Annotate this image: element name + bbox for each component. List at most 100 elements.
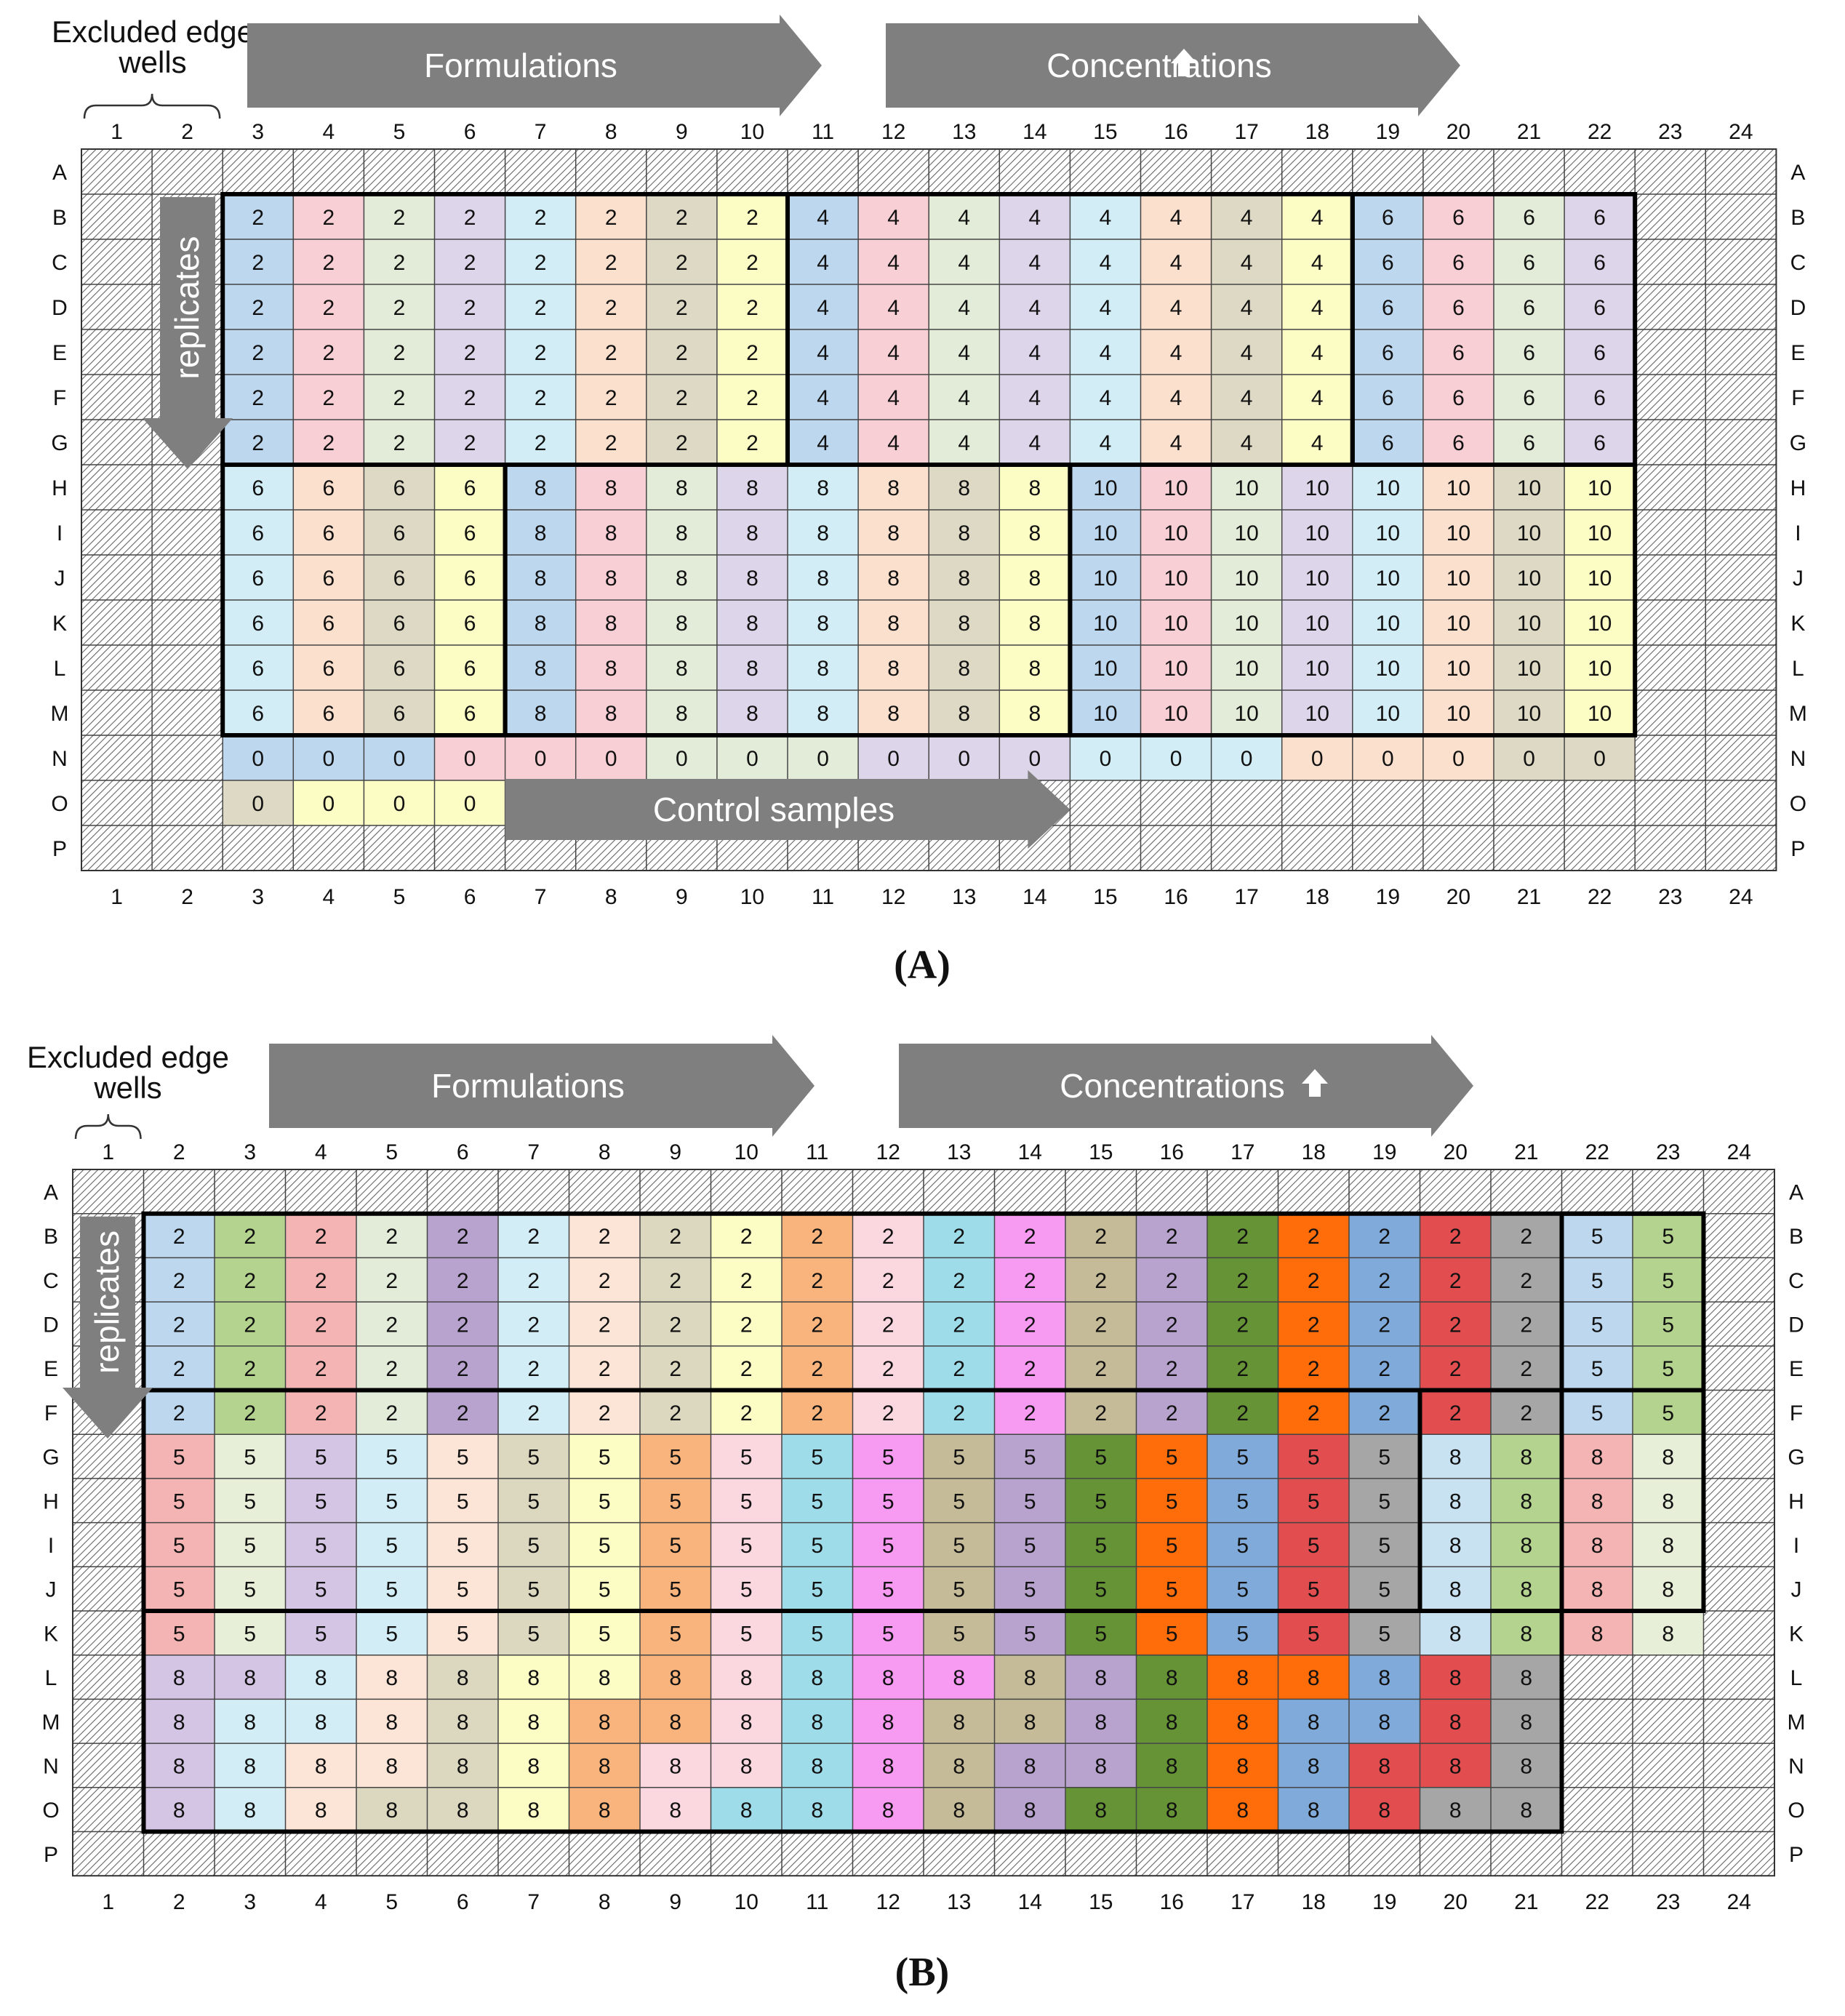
well — [293, 194, 364, 239]
well — [1136, 1213, 1207, 1258]
well-value: 5 — [811, 1622, 823, 1646]
well — [994, 1567, 1065, 1611]
well — [1278, 1478, 1349, 1523]
column-label-bottom: 3 — [252, 885, 264, 909]
well-value: 2 — [746, 386, 759, 410]
well — [1633, 1434, 1704, 1479]
well — [1211, 645, 1282, 690]
well-value: 6 — [1593, 251, 1606, 275]
well — [1564, 375, 1636, 420]
well-value: 0 — [252, 747, 264, 771]
well-value: 5 — [1094, 1489, 1107, 1513]
well-value: 5 — [1378, 1446, 1390, 1470]
column-label-top: 12 — [881, 120, 905, 144]
well — [1420, 1390, 1491, 1435]
well-value: 4 — [817, 386, 829, 410]
well-value: 0 — [252, 792, 264, 816]
well-value: 6 — [464, 657, 476, 681]
well — [1349, 1699, 1420, 1744]
well — [1140, 645, 1212, 690]
well-value: 10 — [1517, 567, 1541, 591]
well — [285, 1345, 356, 1391]
well-value: 10 — [1376, 567, 1400, 591]
well — [223, 735, 294, 780]
well — [569, 1611, 640, 1655]
well-value: 8 — [1520, 1534, 1532, 1558]
well — [1065, 1611, 1137, 1655]
well — [1352, 375, 1423, 420]
well-value: 2 — [393, 251, 406, 275]
row-label-left: D — [43, 1313, 59, 1337]
well — [1352, 420, 1423, 465]
well — [569, 1567, 640, 1611]
column-label-top: 4 — [323, 120, 335, 144]
row-label-right: M — [1789, 702, 1807, 726]
well-value: 10 — [1446, 567, 1470, 591]
column-label-top: 16 — [1160, 1140, 1184, 1164]
well-value: 6 — [1523, 431, 1535, 455]
brace — [74, 1113, 142, 1140]
well — [994, 1611, 1065, 1655]
well-value: 5 — [1591, 1269, 1604, 1293]
well — [427, 1655, 498, 1700]
excluded-edge-label: Excluded edge — [27, 1040, 229, 1074]
well-value: 8 — [1378, 1666, 1390, 1690]
well-value: 2 — [1308, 1225, 1320, 1249]
well-value: 8 — [173, 1799, 185, 1823]
well — [1352, 600, 1423, 645]
well — [858, 645, 929, 690]
well-value: 2 — [244, 1269, 256, 1293]
well — [646, 690, 717, 735]
well — [1349, 1390, 1420, 1435]
row-label-right: A — [1789, 1180, 1804, 1204]
well — [999, 555, 1070, 600]
well-value: 2 — [464, 386, 476, 410]
well-value: 5 — [669, 1489, 681, 1513]
row-label-right: I — [1793, 1534, 1799, 1558]
well — [1422, 329, 1494, 375]
well — [1278, 1699, 1349, 1744]
well — [1281, 735, 1353, 780]
well-value: 2 — [173, 1401, 185, 1425]
well — [505, 329, 576, 375]
well — [215, 1345, 286, 1391]
well-value: 6 — [1593, 206, 1606, 230]
well — [143, 1257, 215, 1303]
row-label-left: B — [52, 206, 67, 230]
well-value: 10 — [1305, 476, 1329, 500]
concentrations-arrow-label: Concentrations — [1046, 47, 1271, 84]
well-value: 5 — [599, 1622, 611, 1646]
well-value: 5 — [244, 1578, 256, 1602]
column-label-top: 17 — [1230, 1140, 1254, 1164]
well — [640, 1699, 711, 1744]
well-value: 0 — [1100, 747, 1112, 771]
well — [1420, 1611, 1491, 1655]
well-value: 2 — [457, 1269, 469, 1293]
well — [1207, 1655, 1278, 1700]
row-label-left: P — [52, 837, 67, 861]
well — [143, 1699, 215, 1744]
well — [1211, 420, 1282, 465]
well — [285, 1567, 356, 1611]
row-label-right: F — [1790, 1401, 1803, 1425]
column-label-bottom: 7 — [535, 885, 547, 909]
well — [1349, 1302, 1420, 1346]
row-label-left: K — [52, 612, 67, 636]
well — [1140, 284, 1212, 329]
well-value: 2 — [605, 386, 617, 410]
well — [143, 1655, 215, 1700]
column-label-bottom: 4 — [315, 1890, 327, 1914]
well — [505, 284, 576, 329]
well — [994, 1655, 1065, 1700]
well — [434, 690, 505, 735]
column-label-top: 19 — [1376, 120, 1400, 144]
well-value: 5 — [385, 1489, 398, 1513]
well — [999, 239, 1070, 284]
well-value: 8 — [315, 1799, 327, 1823]
well — [356, 1478, 428, 1523]
well-value: 10 — [1093, 521, 1117, 545]
well — [1422, 284, 1494, 329]
well — [1136, 1611, 1207, 1655]
well — [569, 1655, 640, 1700]
well — [1140, 735, 1212, 780]
